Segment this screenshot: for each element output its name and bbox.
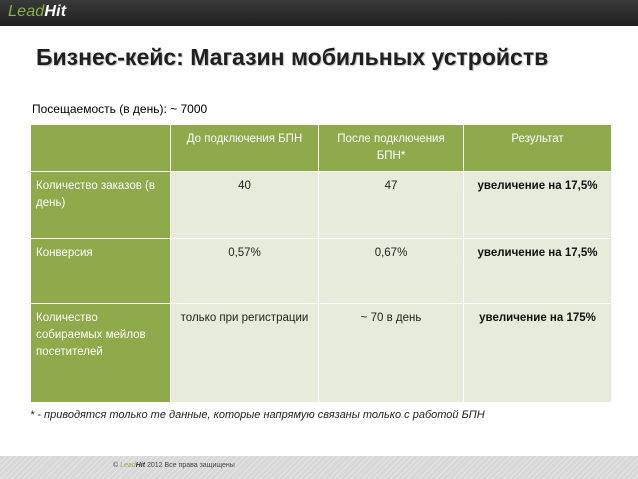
logo-text-hit: Hit: [44, 3, 67, 20]
cell-after: 47: [318, 171, 464, 239]
row-label: Количество собираемых мейлов посетителей: [30, 303, 171, 403]
cell-result: увеличение на 17,5%: [463, 238, 612, 304]
footer-brand-lead: Lead: [120, 462, 136, 469]
cell-after: ~ 70 в день: [318, 303, 464, 403]
footer-brand-hit: Hit: [135, 462, 146, 469]
header-empty-cell: [30, 124, 171, 172]
header-result: Результат: [463, 124, 612, 172]
cell-result: увеличение на 175%: [463, 303, 612, 403]
comparison-table: До подключения БПН После подключения БПН…: [30, 124, 612, 403]
table-row: Конверсия 0,57% 0,67% увеличение на 17,5…: [30, 238, 612, 304]
header-before: До подключения БПН: [170, 124, 319, 172]
cell-before: 0,57%: [170, 238, 319, 304]
copyright-text: 2012 Все права защищены: [147, 462, 235, 469]
row-label: Конверсия: [30, 238, 171, 304]
cell-after: 0,67%: [318, 238, 464, 304]
table-row: Количество заказов (в день) 40 47 увелич…: [30, 171, 612, 239]
leadhit-logo: LeadHit: [8, 3, 66, 21]
table-row: Количество собираемых мейлов посетителей…: [30, 303, 612, 403]
slide-title: Бизнес-кейс: Магазин мобильных устройств: [36, 44, 549, 70]
footnote: * - приводятся только те данные, которые…: [30, 409, 485, 421]
traffic-info: Посещаемость (в день): ~ 7000: [32, 102, 208, 116]
cell-result: увеличение на 17,5%: [463, 171, 612, 239]
footer-bar: © LeadHit 2012 Все права защищены: [0, 456, 638, 479]
row-label: Количество заказов (в день): [30, 171, 171, 239]
table-header-row: До подключения БПН После подключения БПН…: [30, 124, 612, 172]
copyright-notice: © LeadHit 2012 Все права защищены: [113, 462, 235, 469]
cell-before: только при регистрации: [170, 303, 319, 403]
cell-before: 40: [170, 171, 319, 239]
logo-text-lead: Lead: [8, 3, 45, 20]
top-bar: LeadHit: [0, 0, 638, 26]
header-after: После подключения БПН*: [318, 124, 464, 172]
copyright-symbol: ©: [113, 462, 119, 469]
